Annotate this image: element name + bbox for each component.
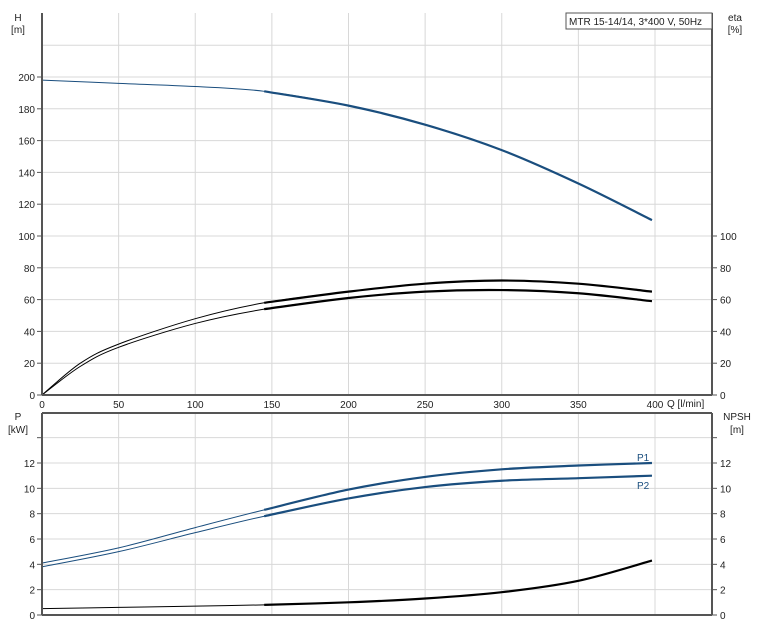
npsh-axis-unit: [m] <box>730 425 744 436</box>
p-tick-label: 8 <box>29 510 35 521</box>
x-tick-label: 100 <box>187 400 204 411</box>
x-tick-label: 300 <box>493 400 510 411</box>
x-tick-label: 200 <box>340 400 357 411</box>
p1-curve-operating-range <box>263 461 652 511</box>
npsh-axis-name: NPSH <box>723 412 751 423</box>
h-tick-label: 60 <box>24 296 36 307</box>
npsh-tick-label: 8 <box>720 510 726 521</box>
x-axis-label: Q [l/min] <box>667 399 704 410</box>
efficiency-curve-lower-operating-range <box>264 288 653 311</box>
npsh-tick-label: 10 <box>720 484 732 495</box>
p1-label: P1 <box>637 453 650 464</box>
h-tick-label: 200 <box>18 73 35 84</box>
head-curve <box>41 79 653 221</box>
p2-curve-operating-range <box>263 474 652 518</box>
eta-axis-name: eta <box>728 13 742 24</box>
h-tick-label: 180 <box>18 105 35 116</box>
p-axis-name: P <box>15 412 22 423</box>
p-tick-label: 12 <box>24 459 36 470</box>
p-tick-label: 10 <box>24 484 36 495</box>
title-box-text: MTR 15-14/14, 3*400 V, 50Hz <box>569 17 702 28</box>
npsh-tick-label: 6 <box>720 535 726 546</box>
npsh-tick-label: 2 <box>720 586 726 597</box>
efficiency-curve-lower <box>41 289 652 396</box>
x-tick-label: 250 <box>417 400 434 411</box>
x-tick-label: 0 <box>39 400 45 411</box>
npsh-curve-operating-range <box>264 559 653 606</box>
tick-labels: 0 50 100 150 200 250 300 350 4000204060801001201… <box>18 73 737 622</box>
h-tick-label: 80 <box>24 264 36 275</box>
npsh-tick-label: 0 <box>720 611 726 622</box>
efficiency-curve-upper-operating-range <box>264 279 653 304</box>
eta-tick-label: 80 <box>720 264 732 275</box>
eta-tick-label: 20 <box>720 359 732 370</box>
p-tick-label: 2 <box>29 586 35 597</box>
head-curve-operating-range <box>264 90 653 222</box>
top-grid <box>42 13 712 395</box>
eta-tick-label: 40 <box>720 327 732 338</box>
h-tick-label: 160 <box>18 137 35 148</box>
p-tick-label: 0 <box>29 611 35 622</box>
p-tick-label: 6 <box>29 535 35 546</box>
npsh-tick-label: 4 <box>720 560 726 571</box>
h-axis-unit: [m] <box>11 25 25 36</box>
x-tick-label: 400 <box>647 400 664 411</box>
p2-label: P2 <box>637 481 650 492</box>
x-tick-label: 150 <box>264 400 281 411</box>
eta-tick-label: 60 <box>720 296 732 307</box>
h-tick-label: 100 <box>18 232 35 243</box>
h-tick-label: 0 <box>29 391 35 402</box>
eta-axis-unit: [%] <box>728 25 743 36</box>
npsh-tick-label: 12 <box>720 459 732 470</box>
h-tick-label: 140 <box>18 168 35 179</box>
title-box <box>565 12 713 30</box>
h-tick-label: 40 <box>24 327 36 338</box>
h-axis-name: H <box>14 13 21 24</box>
axes <box>37 13 717 616</box>
p-axis-unit: [kW] <box>8 425 28 436</box>
eta-tick-label: 100 <box>720 232 737 243</box>
h-tick-label: 20 <box>24 359 36 370</box>
curves <box>41 79 653 610</box>
bottom-grid <box>42 413 712 615</box>
h-tick-label: 120 <box>18 200 35 211</box>
p-tick-label: 4 <box>29 560 35 571</box>
eta-tick-label: 0 <box>720 391 726 402</box>
x-tick-label: 350 <box>570 400 587 411</box>
x-tick-label: 50 <box>113 400 125 411</box>
